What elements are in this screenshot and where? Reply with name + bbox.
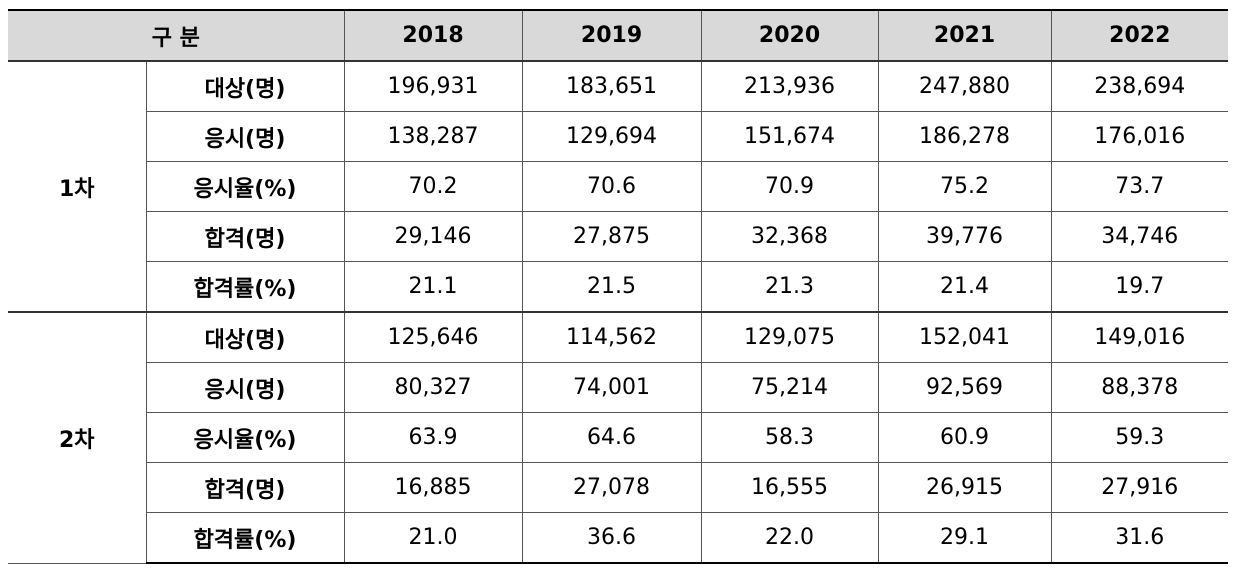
- header-year: 2022: [1050, 9, 1229, 62]
- table-cell: 21.0: [343, 512, 523, 564]
- table-cell: 64.6: [521, 412, 702, 463]
- table-row: 응시율(%) 63.9 64.6 58.3 60.9 59.3: [8, 412, 1229, 463]
- row-label: 합격률(%): [146, 261, 345, 313]
- table-cell: 26,915: [877, 462, 1052, 513]
- row-label: 합격(명): [146, 211, 345, 262]
- table-cell: 21.1: [343, 261, 523, 313]
- table-cell: 176,016: [1050, 111, 1229, 162]
- row-label: 대상(명): [145, 311, 345, 363]
- table-cell: 27,875: [521, 211, 702, 262]
- table-row: 2차 대상(명) 125,646 114,562 129,075 152,041…: [8, 311, 1229, 564]
- table-cell: 22.0: [700, 512, 879, 564]
- table-cell: 29,146: [343, 211, 523, 262]
- table-cell: 70.6: [521, 161, 702, 212]
- table-cell: 59.3: [1050, 412, 1229, 463]
- table-cell: 32,368: [700, 211, 879, 262]
- row-label: 응시율(%): [146, 412, 345, 463]
- table-cell: 16,555: [700, 462, 879, 513]
- header-year: 2018: [343, 9, 523, 62]
- table-cell: 238,694: [1050, 60, 1229, 112]
- table-cell: 70.2: [343, 161, 523, 212]
- header-year: 2021: [877, 9, 1052, 62]
- row-label: 응시(명): [146, 111, 345, 162]
- table-cell: 196,931: [343, 60, 523, 112]
- table-cell: 152,041: [877, 311, 1052, 363]
- table-cell: 60.9: [877, 412, 1052, 463]
- table-row: 합격률(%) 21.1 21.5 21.3 21.4 19.7: [8, 261, 1229, 313]
- table-cell: 70.9: [700, 161, 879, 212]
- header-year: 2019: [521, 9, 702, 62]
- table-cell: 151,674: [700, 111, 879, 162]
- table-cell: 73.7: [1050, 161, 1229, 212]
- header-year: 2020: [700, 9, 879, 62]
- table-row: 합격(명) 16,885 27,078 16,555 26,915 27,916: [8, 462, 1229, 513]
- group-label: 2차: [8, 311, 147, 564]
- header-category: 구 분: [8, 9, 345, 62]
- table-cell: 19.7: [1050, 261, 1229, 313]
- table-cell: 27,916: [1050, 462, 1229, 513]
- table-cell: 247,880: [877, 60, 1052, 112]
- table-row: 합격률(%) 21.0 36.6 22.0 29.1 31.6: [8, 512, 1229, 564]
- table-row: 응시율(%) 70.2 70.6 70.9 75.2 73.7: [8, 161, 1229, 212]
- table-cell: 34,746: [1050, 211, 1229, 262]
- table-cell: 114,562: [521, 311, 702, 363]
- table-cell: 129,075: [700, 311, 879, 363]
- table-cell: 21.4: [877, 261, 1052, 313]
- table-cell: 63.9: [343, 412, 523, 463]
- table-cell: 149,016: [1050, 311, 1229, 363]
- table-cell: 138,287: [343, 111, 523, 162]
- row-label: 대상(명): [145, 60, 345, 112]
- group-label: 1차: [8, 60, 147, 313]
- row-label: 합격(명): [146, 462, 345, 513]
- row-label: 응시(명): [146, 362, 345, 413]
- table-row: 1차 대상(명) 196,931 183,651 213,936 247,880…: [8, 60, 1229, 313]
- table-cell: 31.6: [1050, 512, 1229, 564]
- table-cell: 58.3: [700, 412, 879, 463]
- row-label: 합격률(%): [146, 512, 345, 564]
- statistics-table: 구 분 2018 2019 2020 2021 2022 1차 대상(명) 19…: [8, 9, 1229, 564]
- table-cell: 80,327: [343, 362, 523, 413]
- table-cell: 16,885: [343, 462, 523, 513]
- table-cell: 186,278: [877, 111, 1052, 162]
- table-cell: 21.3: [700, 261, 879, 313]
- table-cell: 29.1: [877, 512, 1052, 564]
- table-row: 응시(명) 80,327 74,001 75,214 92,569 88,378: [8, 362, 1229, 413]
- table-cell: 39,776: [877, 211, 1052, 262]
- table-row: 응시(명) 138,287 129,694 151,674 186,278 17…: [8, 111, 1229, 162]
- table-cell: 88,378: [1050, 362, 1229, 413]
- table-cell: 183,651: [521, 60, 702, 112]
- header-row: 구 분 2018 2019 2020 2021 2022: [8, 9, 1229, 62]
- table-cell: 74,001: [521, 362, 702, 413]
- table-cell: 125,646: [343, 311, 523, 363]
- table-cell: 21.5: [521, 261, 702, 313]
- table-cell: 27,078: [521, 462, 702, 513]
- table-cell: 213,936: [700, 60, 879, 112]
- table-cell: 75,214: [700, 362, 879, 413]
- table-cell: 92,569: [877, 362, 1052, 413]
- table-cell: 75.2: [877, 161, 1052, 212]
- row-label: 응시율(%): [146, 161, 345, 212]
- table-cell: 129,694: [521, 111, 702, 162]
- table-row: 합격(명) 29,146 27,875 32,368 39,776 34,746: [8, 211, 1229, 262]
- table-cell: 36.6: [521, 512, 702, 564]
